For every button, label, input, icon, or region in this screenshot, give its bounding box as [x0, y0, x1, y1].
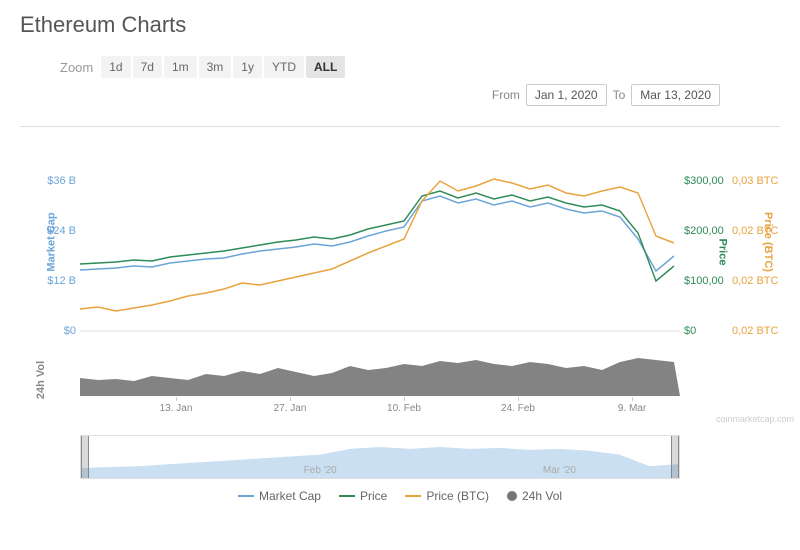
legend-swatch: [339, 495, 355, 497]
legend-swatch: [238, 495, 254, 497]
axis-tick: 0,02 BTC: [732, 275, 778, 287]
x-axis: 13. Jan 27. Jan 10. Feb 24. Feb 9. Mar: [80, 401, 680, 421]
page-title: Ethereum Charts: [20, 12, 780, 38]
legend-swatch: [405, 495, 421, 497]
nav-handle-right[interactable]: [671, 436, 679, 478]
legend-label: 24h Vol: [522, 489, 562, 503]
x-tick: 9. Mar: [618, 403, 646, 414]
axis-tick: $12 B: [36, 275, 76, 287]
zoom-ytd[interactable]: YTD: [264, 56, 304, 78]
legend-price[interactable]: Price: [339, 489, 387, 503]
zoom-1m[interactable]: 1m: [164, 56, 197, 78]
zoom-label: Zoom: [60, 60, 93, 75]
to-date-input[interactable]: Mar 13, 2020: [631, 84, 720, 106]
axis-tick: 0,02 BTC: [732, 225, 778, 237]
zoom-controls: Zoom 1d7d1m3m1yYTDALL: [20, 56, 780, 78]
axis-tick: $0: [684, 325, 696, 337]
watermark: coinmarketcap.com: [716, 414, 794, 424]
legend-label: Price: [360, 489, 387, 503]
legend-label: Market Cap: [259, 489, 321, 503]
nav-area: [81, 447, 679, 478]
nav-label: Feb '20: [304, 465, 337, 476]
price-line: [80, 191, 674, 281]
axis-tick: $300,00: [684, 175, 724, 187]
x-tick: 27. Jan: [274, 403, 307, 414]
volume-area: [80, 358, 680, 396]
x-tick: 24. Feb: [501, 403, 535, 414]
zoom-1y[interactable]: 1y: [233, 56, 262, 78]
divider: [20, 126, 780, 127]
zoom-7d[interactable]: 7d: [133, 56, 162, 78]
navigator[interactable]: Feb '20 Mar '20: [80, 435, 680, 479]
zoom-1d[interactable]: 1d: [101, 56, 130, 78]
legend-swatch: [507, 491, 517, 501]
to-label: To: [613, 88, 626, 102]
legend-label: Price (BTC): [426, 489, 489, 503]
main-chart[interactable]: Market Cap 24h Vol Price Price (BTC) $0$…: [80, 131, 680, 401]
legend-24h-vol[interactable]: 24h Vol: [507, 489, 562, 503]
x-tick: 13. Jan: [160, 403, 193, 414]
x-tick: 10. Feb: [387, 403, 421, 414]
legend: Market Cap Price Price (BTC) 24h Vol: [20, 489, 780, 503]
price-btc-line: [80, 179, 674, 311]
nav-handle-left[interactable]: [81, 436, 89, 478]
legend-price-btc-[interactable]: Price (BTC): [405, 489, 489, 503]
legend-market-cap[interactable]: Market Cap: [238, 489, 321, 503]
axis-tick: $100,00: [684, 275, 724, 287]
zoom-3m[interactable]: 3m: [199, 56, 232, 78]
axis-tick: 0,02 BTC: [732, 325, 778, 337]
axis-tick: $0: [36, 325, 76, 337]
axis-tick: $36 B: [36, 175, 76, 187]
zoom-all[interactable]: ALL: [306, 56, 345, 78]
axis-tick: $200,00: [684, 225, 724, 237]
nav-label: Mar '20: [543, 465, 576, 476]
date-range-row: From Jan 1, 2020 To Mar 13, 2020: [20, 84, 780, 106]
from-date-input[interactable]: Jan 1, 2020: [526, 84, 607, 106]
axis-tick: 0,03 BTC: [732, 175, 778, 187]
axis-tick: $24 B: [36, 225, 76, 237]
from-label: From: [492, 88, 520, 102]
